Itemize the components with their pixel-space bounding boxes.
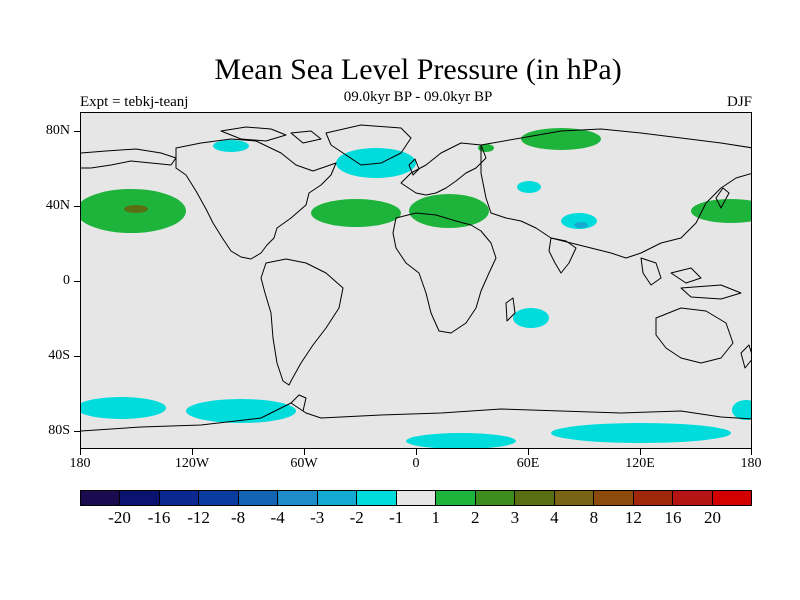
coastline-africa bbox=[392, 212, 497, 334]
colorbar-label: -12 bbox=[187, 508, 210, 527]
colorbar-box bbox=[120, 491, 160, 505]
patch-arctic-siberia-positive bbox=[521, 128, 601, 150]
lon-tick-120w bbox=[192, 449, 193, 455]
colorbar-label: -20 bbox=[108, 508, 131, 527]
lon-tick-60e bbox=[528, 449, 529, 455]
lon-label-180e: 180 bbox=[740, 456, 762, 471]
colorbar-box bbox=[317, 491, 358, 505]
lat-label-40n: 40N bbox=[45, 198, 70, 213]
patch-canada-arctic-negative bbox=[213, 140, 249, 152]
colorbar-label: 4 bbox=[550, 508, 559, 527]
chart-title: Mean Sea Level Pressure (in hPa) bbox=[214, 53, 622, 86]
lon-tick-180e bbox=[751, 449, 752, 455]
colorbar-box bbox=[436, 491, 476, 505]
patch-mediterranean-positive bbox=[409, 194, 489, 228]
coastline-canada-islands bbox=[220, 126, 322, 144]
coastline-south-america bbox=[260, 258, 344, 386]
lon-label-60e: 60E bbox=[516, 456, 540, 471]
map-svg bbox=[81, 124, 751, 448]
colorbar-label: -16 bbox=[147, 508, 171, 527]
patch-indian-ocean-negative bbox=[513, 308, 549, 328]
patch-pacific-west-positive bbox=[691, 199, 751, 223]
coastline-antarctic-peninsula bbox=[290, 394, 307, 412]
colorbar-box bbox=[81, 491, 121, 505]
lon-label-120w: 120W bbox=[174, 456, 210, 471]
chart-subtitle: 09.0kyr BP - 09.0kyr BP bbox=[343, 89, 493, 105]
lat-tick-40s bbox=[74, 356, 80, 357]
patch-south-pacific-east-negative bbox=[186, 399, 296, 423]
colorbar-box bbox=[633, 491, 674, 505]
lon-label-180w: 180 bbox=[69, 456, 91, 471]
colorbar-box bbox=[199, 491, 239, 505]
colorbar-box bbox=[475, 491, 516, 505]
lon-tick-0 bbox=[416, 449, 417, 455]
colorbar-label: -2 bbox=[349, 508, 364, 527]
lat-tick-40n bbox=[74, 206, 80, 207]
colorbar-box bbox=[594, 491, 634, 505]
coastline-southeast-asia bbox=[640, 257, 742, 300]
patch-south-indian-negative bbox=[551, 423, 731, 443]
coastline-britain bbox=[408, 158, 420, 176]
lon-label-60w: 60W bbox=[290, 456, 318, 471]
lon-label-120e: 120E bbox=[625, 456, 655, 471]
colorbar-label: -1 bbox=[389, 508, 404, 527]
colorbar-label: -3 bbox=[310, 508, 325, 527]
coastline-alaska bbox=[81, 148, 177, 169]
map-panel bbox=[80, 112, 752, 449]
patch-pacific-north-core bbox=[124, 205, 148, 213]
lon-tick-120e bbox=[640, 449, 641, 455]
coastline-madagascar bbox=[505, 297, 516, 322]
colorbar-box bbox=[515, 491, 555, 505]
colorbar-label: 2 bbox=[471, 508, 480, 527]
colorbar-box bbox=[159, 491, 200, 505]
coastline-japan bbox=[715, 187, 730, 209]
coastline-asia bbox=[480, 128, 751, 259]
colorbar-box bbox=[357, 491, 397, 505]
lat-tick-eq bbox=[74, 281, 80, 282]
experiment-label: Expt = tebkj-teanj bbox=[80, 94, 189, 110]
patch-southern-ocean-right-negative bbox=[732, 400, 751, 420]
colorbar-box bbox=[396, 491, 437, 505]
season-label: DJF bbox=[726, 94, 752, 110]
colorbar-label: 20 bbox=[703, 508, 721, 527]
lat-label-80n: 80N bbox=[45, 123, 70, 138]
lat-tick-80s bbox=[74, 431, 80, 432]
coastline-europe bbox=[400, 142, 487, 196]
colorbar-label: -4 bbox=[270, 508, 285, 527]
colorbar-box bbox=[278, 491, 318, 505]
colorbar-box bbox=[238, 491, 279, 505]
lat-tick-80n bbox=[74, 131, 80, 132]
colorbar-label: 8 bbox=[589, 508, 599, 527]
patch-south-pacific-negative bbox=[81, 397, 166, 419]
coastline-antarctica bbox=[81, 402, 751, 432]
coastlines bbox=[81, 124, 751, 432]
coastline-north-america bbox=[175, 138, 337, 260]
colorbar-label: 12 bbox=[624, 508, 642, 527]
anomaly-patches bbox=[81, 128, 751, 448]
patch-arctic-small-positive bbox=[478, 144, 494, 152]
patch-central-asia-core bbox=[574, 222, 588, 228]
colorbar-label: 1 bbox=[431, 508, 441, 527]
colorbar bbox=[80, 490, 752, 506]
patch-atlantic-north-positive bbox=[311, 199, 401, 227]
coastline-new-zealand bbox=[740, 344, 751, 369]
coastline-india bbox=[548, 237, 577, 274]
colorbar-label: -8 bbox=[231, 508, 246, 527]
patch-caspian-negative bbox=[517, 181, 541, 193]
colorbar-label: 16 bbox=[664, 508, 682, 527]
lon-tick-60w bbox=[304, 449, 305, 455]
lon-tick-180w bbox=[80, 449, 81, 455]
lon-label-0: 0 bbox=[412, 456, 420, 471]
colorbar-box bbox=[554, 491, 595, 505]
colorbar-box bbox=[673, 491, 713, 505]
colorbar-label: 3 bbox=[510, 508, 520, 527]
coastline-greenland bbox=[325, 124, 412, 166]
coastline-australia bbox=[655, 307, 734, 364]
lat-label-80s: 80S bbox=[48, 423, 70, 438]
colorbar-box bbox=[712, 491, 751, 505]
patch-south-atlantic-negative bbox=[406, 433, 516, 448]
lat-label-40s: 40S bbox=[48, 348, 70, 363]
lat-label-eq: 0 bbox=[63, 273, 70, 288]
